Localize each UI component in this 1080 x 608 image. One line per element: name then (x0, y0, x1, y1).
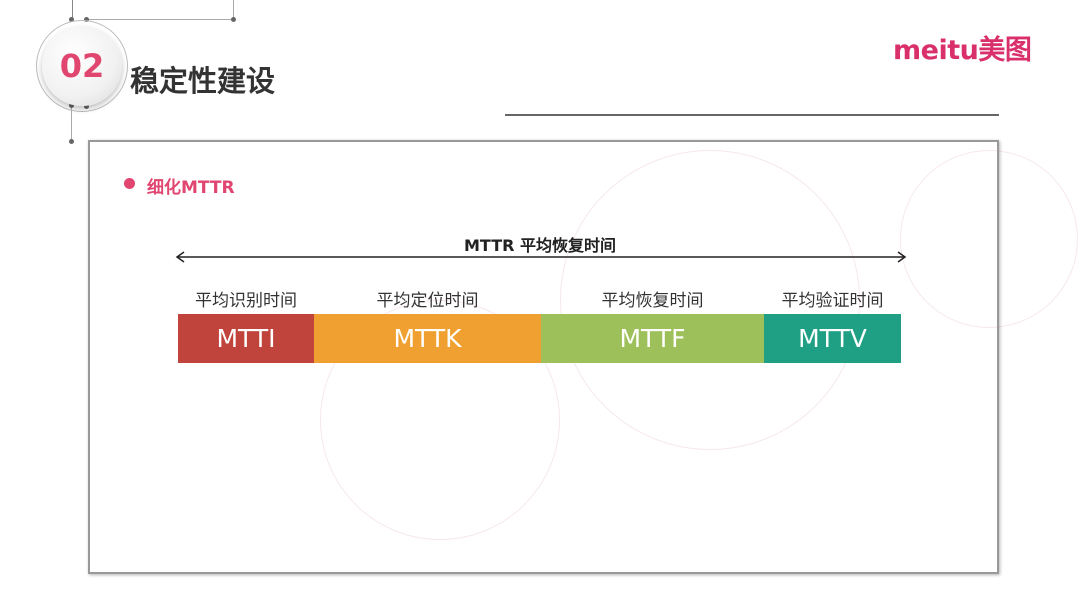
connector-dot (84, 17, 89, 22)
connector-line (233, 0, 234, 20)
content-panel (88, 140, 999, 574)
stage-label: 平均验证时间 (781, 291, 884, 311)
connector-dot (69, 17, 74, 22)
decorative-circle (900, 150, 1078, 328)
stage-bar-mttk: MTTK (314, 314, 541, 363)
decorative-circle (320, 300, 560, 540)
stage-bar-mtti: MTTI (178, 314, 314, 363)
stage-label: 平均恢复时间 (601, 291, 704, 311)
meitu-logo: meitu美图 (893, 35, 1032, 66)
connector-dot (69, 139, 74, 144)
bullet-dot-icon (124, 178, 135, 189)
connector-line (72, 0, 73, 20)
double-arrow-icon (175, 251, 907, 263)
stage-bar-mttv: MTTV (764, 314, 901, 363)
decorative-circle (560, 150, 860, 450)
connector-line (87, 19, 234, 20)
number-ring (36, 20, 128, 112)
connector-line (71, 106, 72, 142)
page-title: 稳定性建设 (130, 64, 276, 98)
stage-label: 平均定位时间 (376, 291, 479, 311)
span-label: MTTR 平均恢复时间 (463, 236, 616, 255)
connector-dot (231, 17, 236, 22)
stage-label: 平均识别时间 (195, 291, 297, 311)
divider-line (505, 114, 999, 116)
section-bullet: 细化MTTR (147, 178, 235, 198)
section-number-badge: 02 (42, 26, 122, 106)
stage-bar-mttf: MTTF (541, 314, 764, 363)
